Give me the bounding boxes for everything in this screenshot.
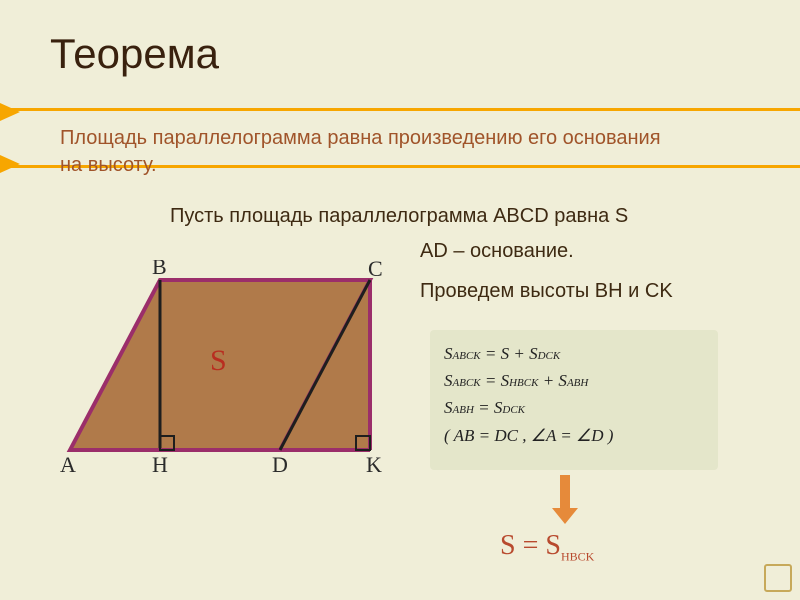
theorem-statement-line2: на высоту. xyxy=(60,154,157,177)
formula-row-3: SABH = SDCK xyxy=(444,394,704,421)
formula-box: SABCK = S + SDCK SABCK = SHBCK + SABH SA… xyxy=(430,330,718,470)
formula-row-1: SABCK = S + SDCK xyxy=(444,340,704,367)
label-H: H xyxy=(152,452,168,477)
label-C: C xyxy=(368,260,383,281)
label-K: K xyxy=(366,452,382,477)
result-prefix: S = S xyxy=(500,530,561,561)
accent-arrow-top xyxy=(0,103,20,121)
f2-sub2: HBCK xyxy=(509,377,538,389)
page-title: Теорема xyxy=(50,30,219,78)
f1-sub2: DCK xyxy=(538,350,561,362)
corner-logo-icon xyxy=(764,564,792,592)
f2-sub3: ABH xyxy=(567,377,588,389)
f3-sub1: ABH xyxy=(453,404,474,416)
formula-row-4: ( AB = DC , ∠A = ∠D ) xyxy=(444,422,704,449)
label-A: A xyxy=(60,452,76,477)
proof-line-1: Пусть площадь параллелограмма ABCD равна… xyxy=(170,205,628,228)
f1-S: S xyxy=(444,344,453,363)
theorem-statement-line1: Площадь параллелограмма равна произведен… xyxy=(60,123,760,153)
parallelogram-diagram: A B C D H K S xyxy=(60,260,390,480)
arrow-down-icon xyxy=(560,475,570,510)
proof-line-3: Проведем высоты BH и CK xyxy=(420,280,673,303)
accent-arrow-bottom xyxy=(0,155,20,173)
f2-sub1: ABCK xyxy=(453,377,481,389)
f1-sub1: ABCK xyxy=(453,350,481,362)
label-S: S xyxy=(210,344,227,377)
result-subscript: HBCK xyxy=(561,550,594,564)
result-equation: S = SHBCK xyxy=(500,530,594,565)
proof-line-2: AD – основание. xyxy=(420,240,574,263)
f3-sub2: DCK xyxy=(502,404,525,416)
label-B: B xyxy=(152,260,167,279)
formula-row-2: SABCK = SHBCK + SABH xyxy=(444,367,704,394)
diagram-svg: A B C D H K S xyxy=(60,260,390,480)
label-D: D xyxy=(272,452,288,477)
